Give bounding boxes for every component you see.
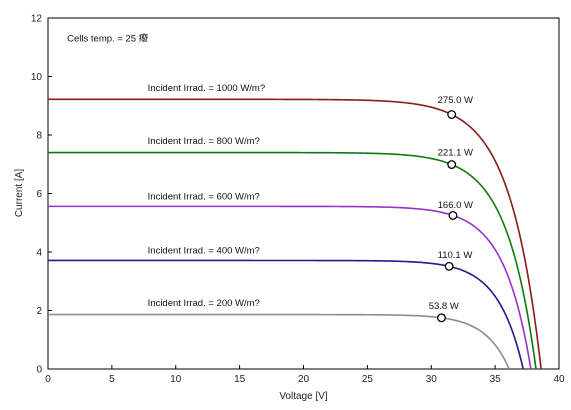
- plot-area: [47, 17, 560, 370]
- series-label: Incident Irrad. = 600 W/m?: [148, 191, 260, 202]
- mpp-power-label: 110.1 W: [438, 250, 473, 261]
- series-line: [48, 313, 510, 370]
- mpp-power-label: 275.0 W: [438, 95, 473, 106]
- series-label: Incident Irrad. = 200 W/m?: [148, 298, 260, 309]
- series-line: [48, 259, 525, 370]
- y-axis-label: Current [A]: [14, 169, 25, 218]
- mpp-marker: [447, 110, 457, 119]
- x-tick-label: 0: [45, 374, 51, 385]
- mpp-power-label: 166.0 W: [438, 200, 473, 211]
- x-tick-label: 40: [553, 374, 565, 385]
- series-label: Incident Irrad. = 400 W/m?: [148, 245, 260, 256]
- y-tick-label: 4: [36, 248, 42, 259]
- series-label: Incident Irrad. = 1000 W/m?: [148, 83, 266, 94]
- mpp-power-label: 221.1 W: [438, 147, 473, 158]
- y-tick-label: 0: [36, 365, 42, 376]
- y-tick-label: 2: [36, 306, 42, 317]
- mpp-power-label: 53.8 W: [429, 301, 459, 312]
- mpp-marker: [448, 210, 458, 220]
- x-tick-label: 25: [362, 374, 374, 385]
- mpp-marker: [447, 160, 457, 169]
- series-label: Incident Irrad. = 800 W/m?: [148, 136, 260, 147]
- y-tick-label: 8: [36, 131, 42, 142]
- x-tick-label: 20: [298, 374, 310, 385]
- y-tick-label: 12: [31, 14, 43, 25]
- x-tick-label: 10: [170, 374, 182, 385]
- mpp-marker: [437, 313, 446, 323]
- x-axis-label: Voltage [V]: [279, 391, 328, 402]
- x-tick-label: 30: [426, 374, 438, 385]
- series-labels: Incident Irrad. = 1000 W/m? 275.0 W Incide…: [67, 32, 473, 312]
- x-tick-label: 15: [234, 374, 246, 385]
- mpp-markers: [437, 110, 458, 323]
- series-line: [48, 98, 542, 370]
- cells-temp-annotation: Cells temp. = 25 癈: [67, 32, 149, 44]
- y-tick-label: 6: [36, 189, 42, 200]
- axis-ticks: 0 5 10 15 20 25 30 35 40 0 2 4 6 8 10 12: [31, 14, 565, 386]
- x-tick-label: 5: [109, 374, 115, 385]
- x-tick-label: 35: [490, 374, 502, 385]
- y-tick-label: 10: [31, 72, 43, 83]
- mpp-marker: [444, 261, 454, 271]
